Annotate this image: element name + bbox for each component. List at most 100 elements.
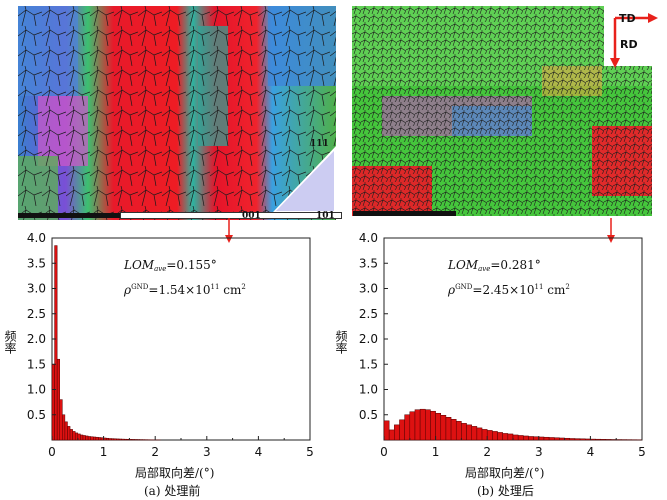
- rho-label: ρ: [448, 283, 456, 297]
- scale-bar-before: [18, 213, 120, 218]
- before-bar: [64, 421, 68, 441]
- before-bar: [90, 436, 94, 441]
- after-bar: [419, 408, 426, 441]
- after-bar: [492, 431, 498, 441]
- before-ytick-label: 1.0: [27, 383, 46, 397]
- before-xtick-label: 0: [48, 445, 56, 459]
- rho-sup: GND: [455, 283, 473, 291]
- before-bar: [67, 426, 71, 441]
- after-ytick-label: 1.5: [359, 357, 378, 371]
- after-ytick-label: 4.0: [359, 231, 378, 245]
- after-bar: [579, 438, 586, 441]
- before-bar: [54, 245, 58, 441]
- after-bar: [554, 437, 560, 441]
- before-bar: [98, 437, 102, 441]
- lom-annotation-before: LOMave=0.155°: [124, 258, 217, 273]
- before-bar: [136, 439, 140, 441]
- before-ytick-label: 4.0: [27, 231, 46, 245]
- before-bar: [85, 435, 89, 441]
- before-bar: [131, 439, 135, 441]
- before-bar: [118, 438, 122, 441]
- histogram-before: 0.5 1.0 1.5 2.0 2.5 3.0 3.5 4.0 0 1 2 3 4 5: [27, 231, 314, 459]
- before-xtick-label: 5: [306, 445, 314, 459]
- after-ytick-label: 0.5: [359, 408, 378, 422]
- before-xtick-label: 1: [100, 445, 108, 459]
- after-bar: [461, 423, 467, 441]
- after-bar: [538, 436, 545, 441]
- rho-value: =2.45×10: [472, 283, 535, 297]
- after-bar: [486, 430, 493, 441]
- ebsd-map-before: [18, 6, 336, 220]
- after-bar: [502, 433, 509, 441]
- after-xtick-label: 3: [535, 445, 543, 459]
- ipf-label-101: 101: [316, 211, 335, 221]
- after-bar: [600, 439, 607, 441]
- rho-annotation-before: ρGND=1.54×1011 cm2: [124, 283, 246, 297]
- after-xtick-label: 2: [483, 445, 491, 459]
- after-bar: [425, 409, 431, 441]
- after-ytick-label: 3.0: [359, 282, 378, 296]
- before-ytick-label: 3.5: [27, 256, 46, 270]
- after-bar: [523, 435, 529, 441]
- after-bar: [543, 436, 550, 441]
- td-label: TD: [619, 12, 636, 25]
- after-bar: [497, 432, 503, 441]
- rho-unit-exp: 2: [241, 283, 246, 291]
- rho-unit: cm: [219, 283, 242, 297]
- before-bar: [82, 435, 86, 441]
- after-ytick-label: 3.5: [359, 256, 378, 270]
- lom-label: LOM: [448, 258, 479, 272]
- after-xtick-label: 1: [432, 445, 440, 459]
- caption-after: (b) 处理后: [477, 484, 534, 498]
- pointer-arrows: [225, 218, 615, 243]
- ebsd-map-after-image: [352, 6, 652, 216]
- before-bar: [62, 414, 66, 441]
- after-bar: [584, 438, 591, 441]
- before-xtick-label: 4: [255, 445, 263, 459]
- scale-bar-after: [353, 211, 456, 216]
- after-bar: [476, 427, 483, 441]
- after-bar: [399, 419, 405, 441]
- after-xtick-label: 4: [587, 445, 595, 459]
- after-bar: [440, 415, 447, 441]
- td-arrow-head: [648, 13, 658, 23]
- before-ytick-label: 1.5: [27, 357, 46, 371]
- ylabel-before: 频率: [3, 330, 17, 354]
- after-bar: [455, 421, 462, 441]
- xlabel-before: 局部取向差/(°): [135, 466, 215, 480]
- after-bar: [610, 439, 617, 441]
- after-bar: [574, 438, 581, 441]
- after-bar: [471, 426, 478, 441]
- after-bar: [404, 414, 411, 441]
- histogram-after: 0.5 1.0 1.5 2.0 2.5 3.0 3.5 4.0 0 1 2 3 4 5: [359, 231, 646, 459]
- after-ytick-label: 1.0: [359, 383, 378, 397]
- rho-value: =1.54×10: [148, 283, 211, 297]
- before-bar: [105, 437, 110, 441]
- lom-sub: ave: [154, 265, 167, 273]
- after-bar: [533, 436, 540, 441]
- before-ytick-label: 3.0: [27, 282, 46, 296]
- before-bar: [116, 438, 120, 441]
- after-bar: [481, 429, 488, 441]
- rho-unit: cm: [543, 283, 566, 297]
- before-bar: [51, 364, 55, 441]
- after-bar: [559, 437, 565, 441]
- after-bar: [414, 409, 421, 441]
- before-ytick-label: 0.5: [27, 408, 46, 422]
- after-bar: [507, 433, 514, 441]
- after-bar: [466, 424, 472, 441]
- after-bar: [512, 434, 519, 441]
- after-bar: [548, 437, 555, 441]
- after-bar: [388, 429, 395, 441]
- rd-arrow-head: [610, 58, 620, 68]
- before-bar: [72, 431, 76, 441]
- before-bar: [56, 358, 60, 441]
- before-bar: [113, 438, 117, 441]
- before-xtick-label: 2: [151, 445, 159, 459]
- after-bar: [605, 439, 612, 441]
- after-bar: [450, 419, 457, 441]
- after-bar: [394, 424, 400, 441]
- ylabel-after: 频率: [334, 330, 348, 354]
- after-bar: [430, 410, 436, 441]
- before-bar: [69, 429, 73, 441]
